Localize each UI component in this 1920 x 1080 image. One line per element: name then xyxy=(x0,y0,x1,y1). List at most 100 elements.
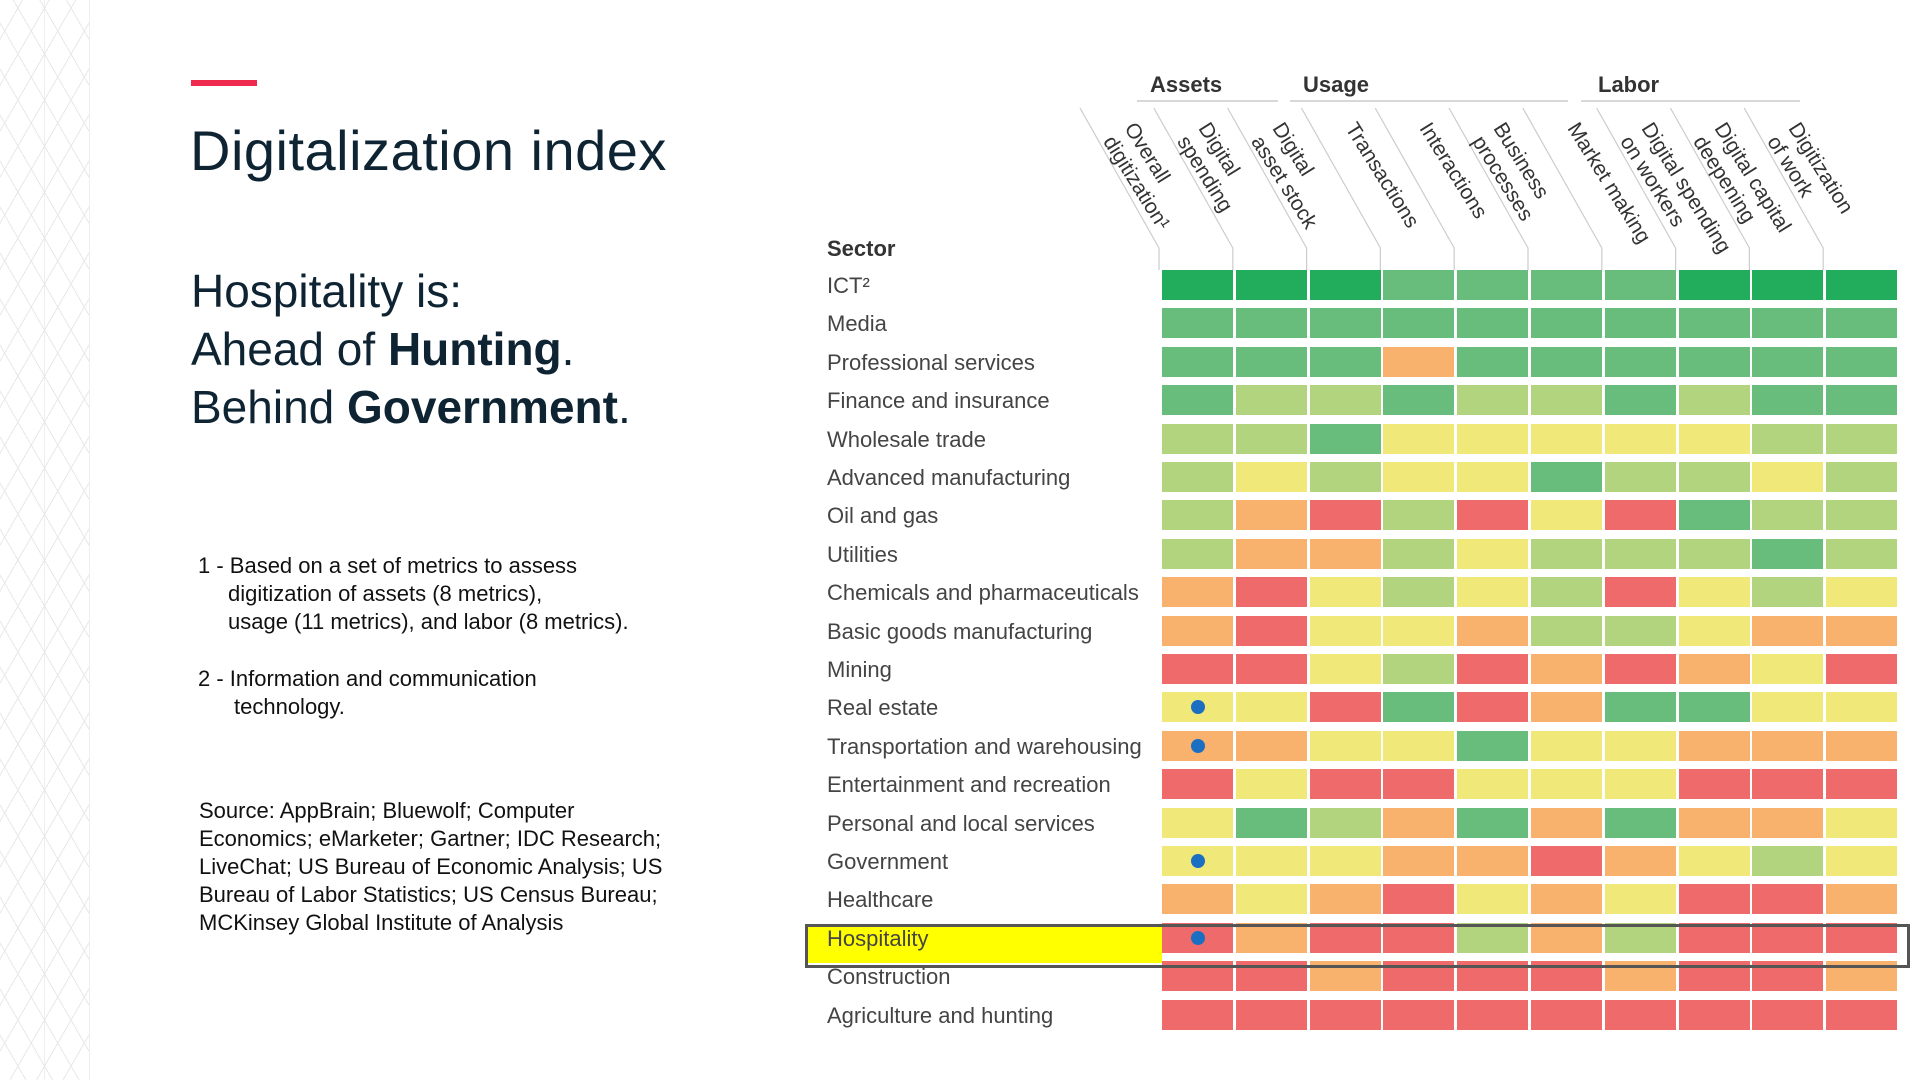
row-label: Hospitality xyxy=(827,925,929,951)
heatmap-cell xyxy=(1309,730,1381,761)
heatmap-cell xyxy=(1383,846,1455,876)
source-line: MCKinsey Global Institute of Analysis xyxy=(199,910,564,935)
heatmap-cell xyxy=(1162,999,1233,1030)
column-separator-line xyxy=(1079,107,1160,270)
heatmap-cell xyxy=(1826,270,1898,300)
heatmap-cell xyxy=(1309,999,1381,1030)
row-label: Personal and local services xyxy=(827,810,1095,836)
row-label: Healthcare xyxy=(827,887,934,913)
group-header-labor: Labor xyxy=(1598,72,1660,97)
heatmap-cell xyxy=(1752,462,1824,492)
heatmap-cell xyxy=(1309,654,1381,684)
heatmap-cell xyxy=(1752,538,1824,569)
decorative-pattern-strip xyxy=(0,0,90,1080)
heatmap-cell xyxy=(1604,654,1676,684)
heatmap-cell xyxy=(1162,654,1233,684)
heatmap-cell xyxy=(1826,807,1898,838)
source-note: Source: AppBrain; Bluewolf; Computer Eco… xyxy=(199,797,662,937)
row-label: Chemicals and pharmaceuticals xyxy=(827,580,1139,606)
heatmap-cell xyxy=(1383,346,1455,377)
heatmap-cell xyxy=(1826,999,1898,1030)
heatmap-cell xyxy=(1457,500,1529,531)
heatmap-cell xyxy=(1752,654,1824,684)
heatmap-cell xyxy=(1678,308,1750,339)
heatmap-cell xyxy=(1235,884,1307,915)
heatmap-cell xyxy=(1604,692,1676,723)
heatmap-cell xyxy=(1309,769,1381,800)
heatmap-cell xyxy=(1235,385,1307,416)
heatmap-cell xyxy=(1678,807,1750,838)
heatmap-cell xyxy=(1235,999,1307,1030)
heatmap-cell xyxy=(1752,500,1824,531)
row-label: Mining xyxy=(827,657,892,682)
heatmap-cell xyxy=(1826,884,1898,915)
heatmap-cell xyxy=(1309,692,1381,723)
heatmap-cell xyxy=(1309,500,1381,531)
heatmap-cell xyxy=(1752,922,1824,953)
heatmap-cell xyxy=(1457,999,1529,1030)
heatmap-cell xyxy=(1383,308,1455,339)
heatmap-cell xyxy=(1162,577,1233,608)
heatmap-cell xyxy=(1235,270,1307,300)
heatmap-cell xyxy=(1678,884,1750,915)
tagline-text: . xyxy=(617,381,631,433)
heatmap-cell xyxy=(1162,500,1233,531)
heatmap-cell xyxy=(1383,922,1455,953)
heatmap-cell xyxy=(1531,922,1602,953)
heatmap-cell xyxy=(1309,577,1381,608)
heatmap-cell xyxy=(1457,846,1529,876)
heatmap-cell xyxy=(1826,922,1898,953)
heatmap-cell xyxy=(1162,538,1233,569)
heatmap-cell xyxy=(1457,922,1529,953)
row-label: Finance and insurance xyxy=(827,388,1050,414)
highlight-box-hospitality xyxy=(805,924,1910,968)
heatmap-cell xyxy=(1604,270,1676,300)
row-label: Transportation and warehousing xyxy=(827,733,1142,759)
heatmap-cell xyxy=(1752,346,1824,377)
heatmap-cell xyxy=(1678,769,1750,800)
heatmap-cell xyxy=(1383,692,1455,723)
heatmap-cell xyxy=(1678,654,1750,684)
row-label: Media xyxy=(827,311,887,337)
heatmap-cell xyxy=(1826,692,1898,723)
heatmap-cell xyxy=(1235,769,1307,800)
heatmap-cell xyxy=(1604,346,1676,377)
heatmap-cell xyxy=(1531,654,1602,684)
heatmap-cell xyxy=(1752,730,1824,761)
heatmap-cell xyxy=(1383,462,1455,492)
tagline-text: . xyxy=(561,323,575,375)
heatmap-cell xyxy=(1457,884,1529,915)
column-separator-line xyxy=(1153,107,1234,270)
heatmap-cell xyxy=(1531,308,1602,339)
heatmap-cell xyxy=(1604,308,1676,339)
heatmap-cell xyxy=(1309,846,1381,876)
heatmap-cell xyxy=(1678,846,1750,876)
heatmap-cell xyxy=(1235,538,1307,569)
heatmap-cell xyxy=(1383,270,1455,300)
heatmap-cell xyxy=(1604,538,1676,569)
heatmap-cell xyxy=(1678,999,1750,1030)
heatmap-cell xyxy=(1678,346,1750,377)
heatmap-cell xyxy=(1826,346,1898,377)
row-label: ICT² xyxy=(827,273,870,298)
heatmap-cell xyxy=(1309,346,1381,377)
heatmap-cell xyxy=(1604,884,1676,915)
heatmap-cell xyxy=(1531,270,1602,300)
heatmap-cell xyxy=(1826,730,1898,761)
heatmap-cell xyxy=(1678,577,1750,608)
heatmap-cell xyxy=(1383,654,1455,684)
heatmap-cell xyxy=(1162,270,1233,300)
row-label: Professional services xyxy=(827,349,1035,375)
heatmap-cell xyxy=(1531,500,1602,531)
heatmap-cell xyxy=(1457,385,1529,416)
heatmap-cell xyxy=(1162,807,1233,838)
heatmap-cell xyxy=(1309,270,1381,300)
heatmap-cell xyxy=(1162,769,1233,800)
tagline-text: Ahead of xyxy=(191,323,388,375)
row-label: Government xyxy=(827,849,949,874)
column-separator-line xyxy=(1596,107,1677,270)
heatmap-cell xyxy=(1678,692,1750,723)
heatmap-cell xyxy=(1457,538,1529,569)
heatmap-cell xyxy=(1383,730,1455,761)
heatmap-cell xyxy=(1678,615,1750,646)
